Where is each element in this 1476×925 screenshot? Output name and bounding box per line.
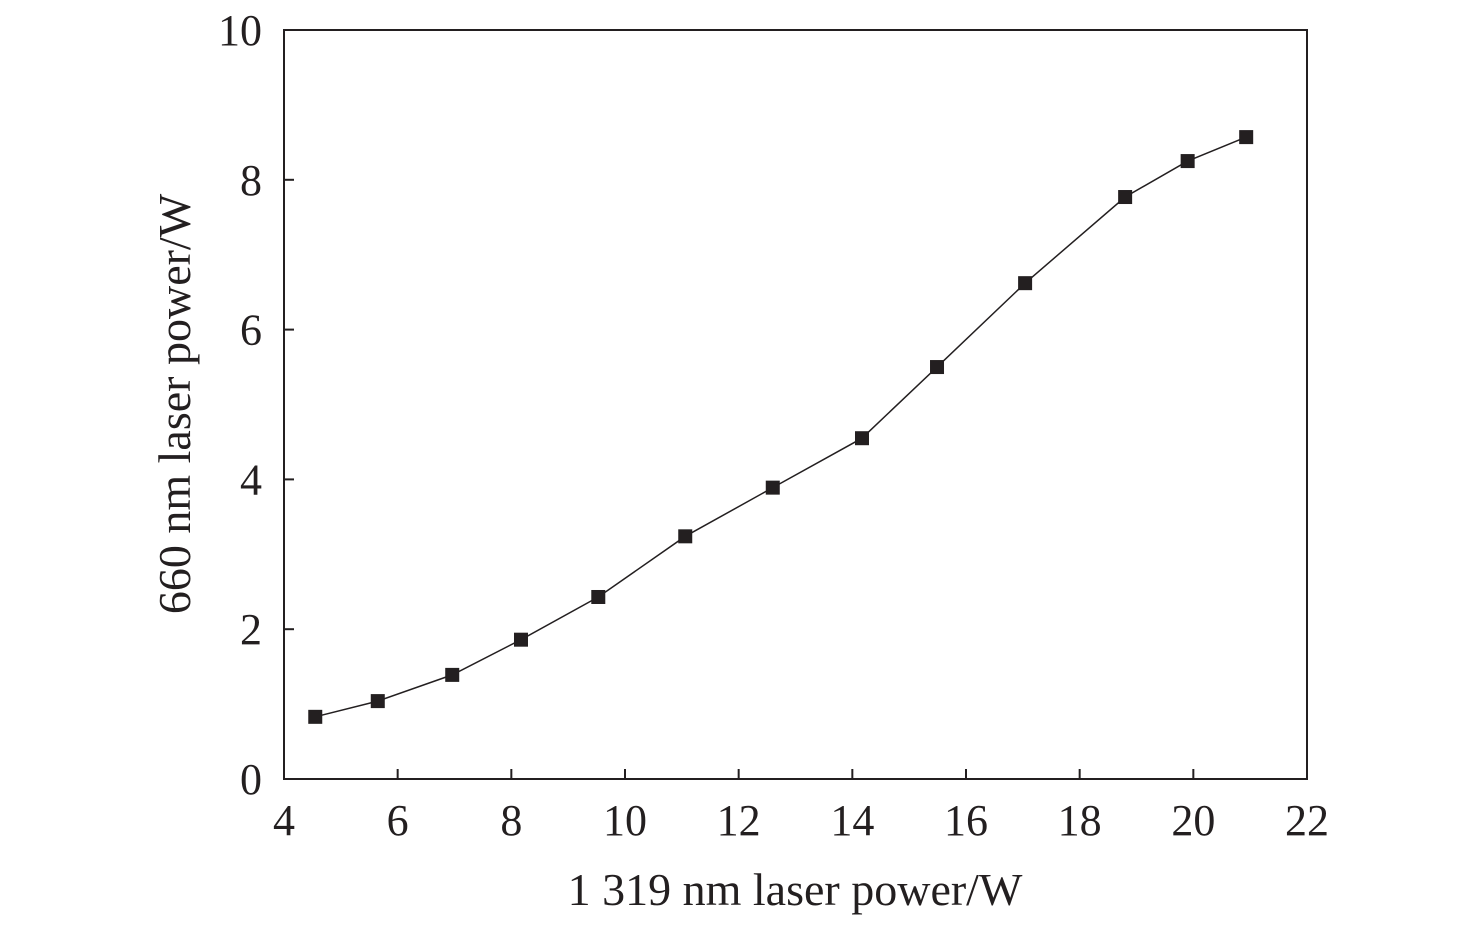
x-tick-label: 14 xyxy=(830,796,874,845)
y-tick-label: 8 xyxy=(240,156,262,205)
data-point xyxy=(678,529,693,544)
x-tick-label: 20 xyxy=(1171,796,1215,845)
data-point xyxy=(1180,154,1195,169)
x-tick-label: 8 xyxy=(500,796,522,845)
series-markers xyxy=(308,130,1254,724)
data-point xyxy=(513,632,528,647)
data-point xyxy=(765,480,780,495)
data-point xyxy=(308,709,323,724)
x-tick-label: 10 xyxy=(603,796,647,845)
data-point xyxy=(1118,190,1133,205)
x-tick-label: 4 xyxy=(273,796,295,845)
plot-frame xyxy=(283,29,1308,780)
series-line xyxy=(315,136,1247,718)
data-point xyxy=(1018,276,1033,291)
x-tick-label: 18 xyxy=(1058,796,1102,845)
y-tick-label: 10 xyxy=(218,6,262,55)
y-axis-title: 660 nm laser power/W xyxy=(149,193,200,614)
x-tick-label: 16 xyxy=(944,796,988,845)
y-tick-label: 0 xyxy=(240,755,262,804)
data-point xyxy=(591,589,606,604)
x-tick-label: 6 xyxy=(387,796,409,845)
data-point xyxy=(445,667,460,682)
y-tick-label: 4 xyxy=(240,455,262,504)
x-tick-label: 22 xyxy=(1285,796,1329,845)
data-point xyxy=(1239,130,1254,145)
x-tick-label: 12 xyxy=(717,796,761,845)
x-axis-title: 1 319 nm laser power/W xyxy=(568,864,1023,915)
axis-ticks: 4 6 8 10 12 14 16 18 20 22 0 2 4 6 8 10 xyxy=(218,6,1329,845)
y-tick-label: 2 xyxy=(240,605,262,654)
data-point xyxy=(930,360,945,375)
y-tick-label: 6 xyxy=(240,306,262,355)
data-point xyxy=(854,431,869,446)
data-point xyxy=(370,694,385,709)
